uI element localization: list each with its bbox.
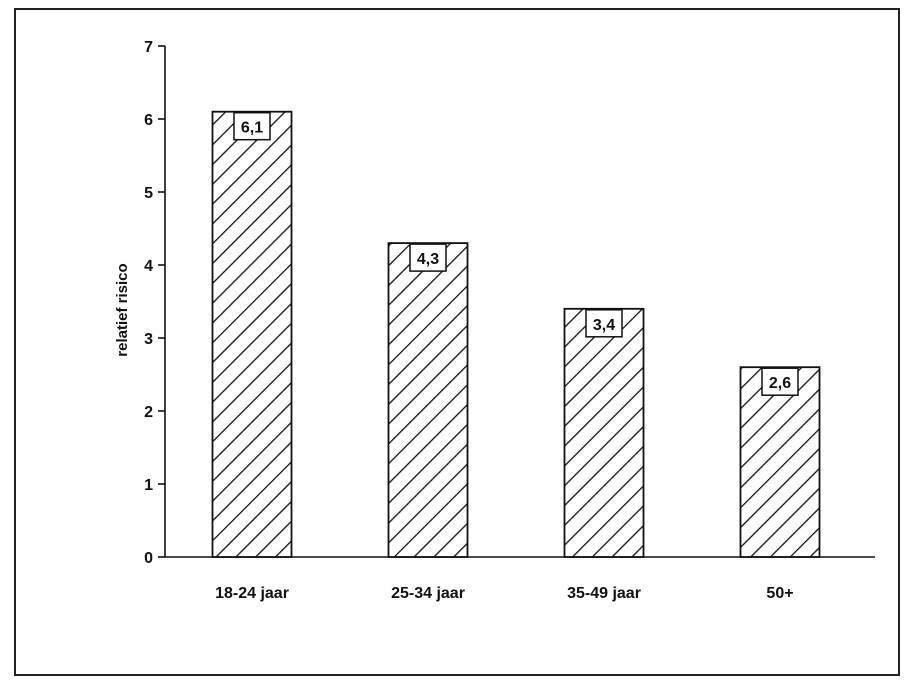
y-tick-label: 5 xyxy=(144,185,153,202)
data-label-box xyxy=(585,309,623,338)
labels-group: 6,1 18-24 jaar 4,3 25-34 jaar 3,4 35-49 jaar 2… xyxy=(215,111,799,602)
bars-group xyxy=(211,110,821,558)
y-axis-label: relatief risico xyxy=(114,263,131,356)
y-tick-label: 7 xyxy=(144,39,153,56)
data-label-box xyxy=(761,367,799,396)
data-label: 3,4 xyxy=(593,317,615,334)
data-label: 2,6 xyxy=(769,375,791,392)
data-label: 6,1 xyxy=(241,120,263,137)
bar xyxy=(563,307,645,558)
bar xyxy=(387,242,469,558)
y-tick-label: 2 xyxy=(144,404,153,421)
x-tick-label: 35-49 jaar xyxy=(567,585,641,602)
bar xyxy=(739,366,821,558)
data-label-box xyxy=(233,111,271,141)
bar xyxy=(211,110,293,558)
y-tick-label: 3 xyxy=(144,331,153,348)
y-tick-label: 1 xyxy=(144,477,153,494)
data-label-box xyxy=(409,243,447,272)
y-tick-label: 4 xyxy=(144,258,153,275)
data-label: 4,3 xyxy=(417,251,439,268)
x-tick-label: 25-34 jaar xyxy=(391,585,465,602)
y-tick-label: 6 xyxy=(144,112,153,129)
y-tick-label: 0 xyxy=(144,550,153,567)
x-tick-label: 50+ xyxy=(766,585,793,602)
x-tick-label: 18-24 jaar xyxy=(215,585,289,602)
